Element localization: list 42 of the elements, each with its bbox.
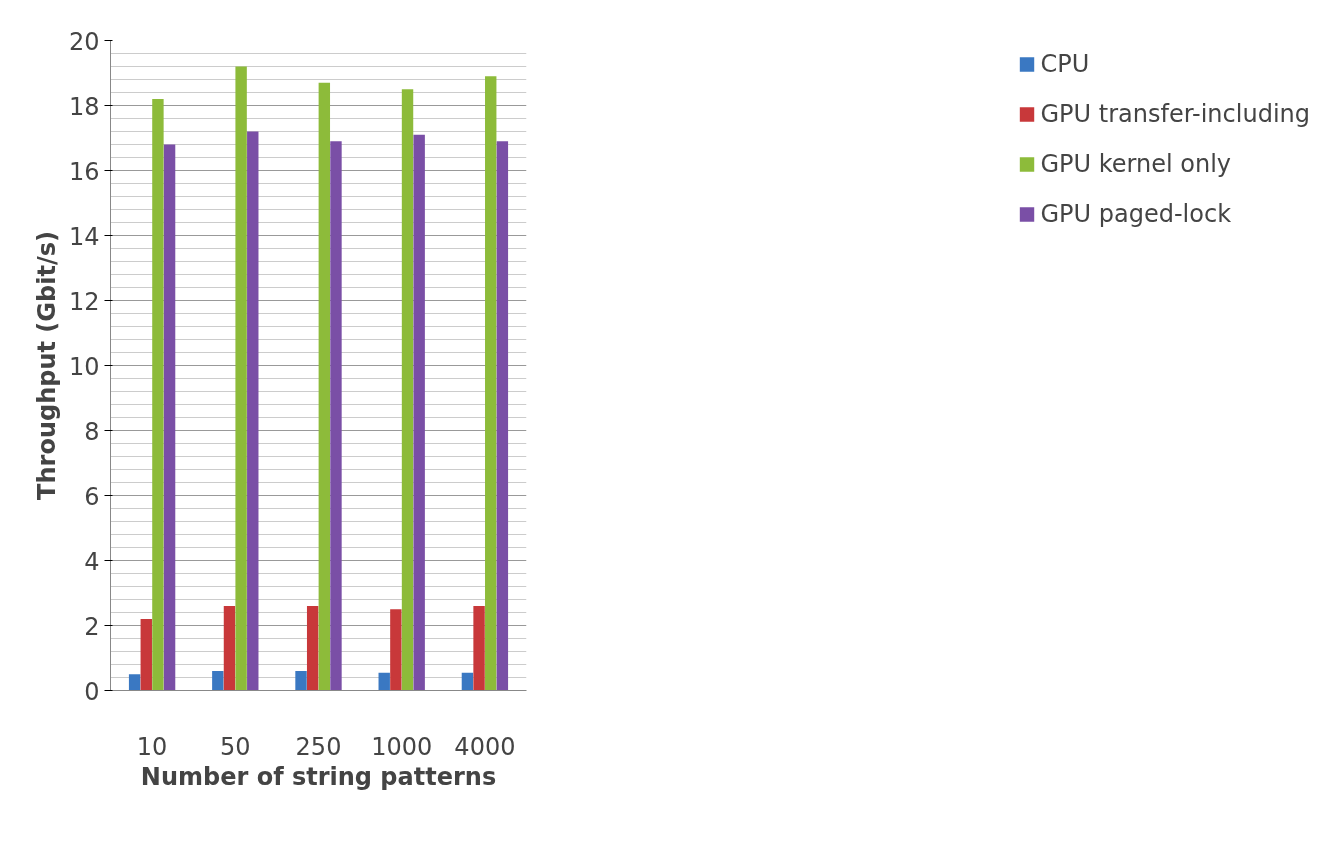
y-axis-title: Throughput (Gbit/s) [32, 231, 61, 500]
bar [163, 144, 176, 691]
y-tick-label: 18 [68, 92, 100, 121]
bar [485, 76, 497, 691]
bar [247, 131, 259, 691]
y-tick-label: 16 [68, 157, 100, 186]
bar [152, 99, 164, 691]
y-tick-label: 2 [84, 612, 100, 641]
bar [461, 672, 474, 691]
x-tick-label: 250 [295, 732, 342, 761]
bar [140, 619, 152, 691]
y-tick-label: 10 [68, 352, 100, 381]
x-tick-label: 1000 [371, 732, 433, 761]
bar [390, 609, 402, 691]
x-axis-title: Number of string patterns [140, 762, 497, 791]
bar [413, 134, 425, 691]
bar [496, 141, 509, 691]
legend-label: CPU [1040, 50, 1090, 78]
y-tick-label: 20 [68, 27, 100, 56]
bar [401, 89, 414, 691]
bar [295, 671, 307, 691]
bar [473, 606, 485, 691]
y-tick-label: 14 [68, 222, 100, 251]
y-tick-label: 12 [68, 287, 100, 316]
bar [306, 606, 319, 691]
bar [128, 674, 141, 691]
bar [318, 82, 331, 691]
bar [235, 66, 247, 691]
y-tick-label: 0 [84, 677, 100, 706]
x-tick-label: 50 [220, 732, 251, 761]
x-tick-label: 10 [136, 732, 168, 761]
y-tick-label: 8 [84, 417, 100, 446]
legend-label: GPU paged-lock [1040, 200, 1232, 228]
y-tick-label: 6 [84, 482, 100, 511]
bar [212, 671, 224, 691]
bar [223, 606, 236, 691]
x-tick-label: 4000 [454, 732, 516, 761]
legend-label: GPU transfer-including [1040, 100, 1310, 128]
bar [378, 672, 390, 691]
legend-label: GPU kernel only [1040, 150, 1232, 178]
y-tick-label: 4 [84, 547, 100, 576]
bar [330, 141, 342, 691]
